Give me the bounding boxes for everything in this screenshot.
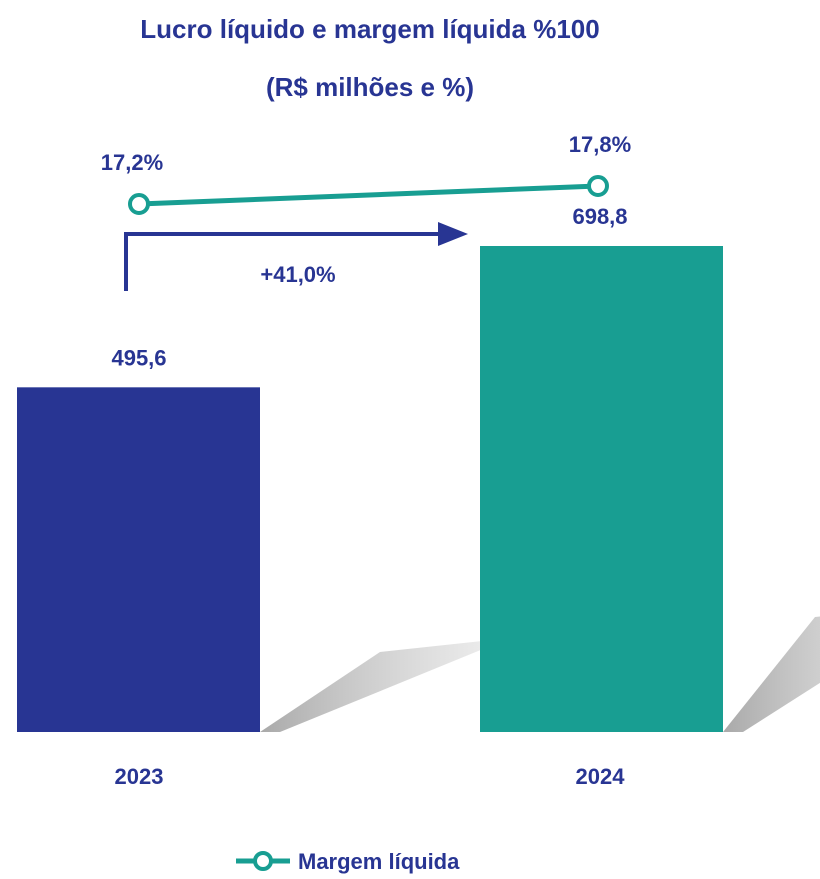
bar-2023 [17,387,260,732]
legend-marker-icon [253,851,273,871]
category-label: 2024 [576,764,626,789]
category-label: 2023 [115,764,164,789]
growth-arrowhead [438,222,468,246]
margin-point [128,193,150,215]
chart-subtitle: (R$ milhões e %) [265,72,475,102]
margin-line [138,183,599,207]
growth-arrow [124,232,440,291]
chart-title: Lucro líquido e margem líquida %100 [140,14,600,44]
bar-value-label: 698,8 [572,204,627,229]
margin-value-label: 17,8% [569,132,631,157]
bar-shadow [723,616,820,732]
margin-value-label: 17,2% [101,150,163,175]
growth-label: +41,0% [260,262,335,287]
legend-label: Margem líquida [298,849,460,874]
margin-point [587,175,609,197]
bar-shadow [260,638,510,732]
bar-2024 [480,246,723,732]
bar-value-label: 495,6 [111,345,166,370]
